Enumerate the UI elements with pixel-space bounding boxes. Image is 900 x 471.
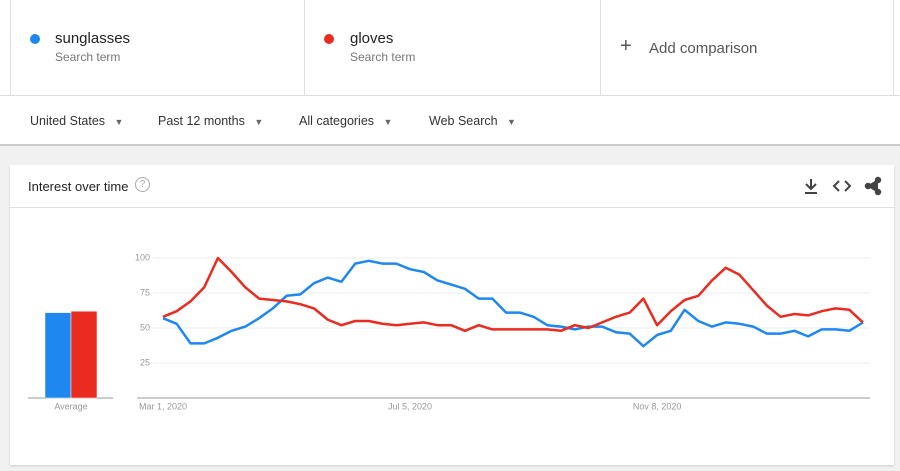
term-name[interactable]: gloves [350, 30, 394, 47]
legend-dot [30, 34, 40, 44]
filter[interactable]: All categories ▼ [299, 114, 393, 128]
x-tick-label: Jul 5, 2020 [388, 401, 432, 411]
filter-label: Web Search [429, 114, 498, 128]
download-icon[interactable] [805, 179, 817, 194]
divider [304, 0, 305, 95]
term-subtitle: Search term [55, 50, 121, 64]
divider [893, 0, 894, 95]
x-tick-label: Nov 8, 2020 [633, 401, 682, 411]
term-name[interactable]: sunglasses [55, 30, 131, 47]
average-label: Average [54, 401, 87, 411]
average-bar [70, 310, 98, 399]
card-divider [10, 207, 894, 208]
y-tick-label: 100 [135, 252, 150, 262]
card-actions [805, 176, 882, 196]
filter-label: Past 12 months [158, 114, 245, 128]
filter[interactable]: Web Search ▼ [429, 114, 516, 128]
filter-label: United States [30, 114, 106, 128]
term-subtitle: Search term [350, 50, 416, 64]
card-title: Interest over time [28, 179, 129, 194]
filter[interactable]: Past 12 months ▼ [158, 114, 264, 128]
legend-dot [324, 34, 334, 44]
series-line [162, 259, 864, 348]
filter-label: All categories [299, 114, 375, 128]
divider [600, 0, 601, 95]
add-comparison[interactable]: Add comparison [649, 40, 758, 57]
series-line [162, 256, 864, 333]
help-icon[interactable]: ? [135, 177, 150, 192]
filter[interactable]: United States ▼ [30, 114, 124, 128]
embed-icon[interactable] [832, 180, 852, 192]
share-icon[interactable] [864, 176, 882, 196]
y-tick-label: 25 [140, 357, 150, 367]
divider [10, 0, 11, 95]
plus-icon[interactable]: + [620, 35, 632, 57]
card [10, 165, 894, 465]
average-bar [44, 312, 72, 399]
y-tick-label: 50 [140, 322, 150, 332]
term-bar [0, 0, 900, 96]
filter-bar [0, 96, 900, 146]
y-tick-label: 75 [140, 287, 150, 297]
x-tick-label: Mar 1, 2020 [139, 401, 187, 411]
